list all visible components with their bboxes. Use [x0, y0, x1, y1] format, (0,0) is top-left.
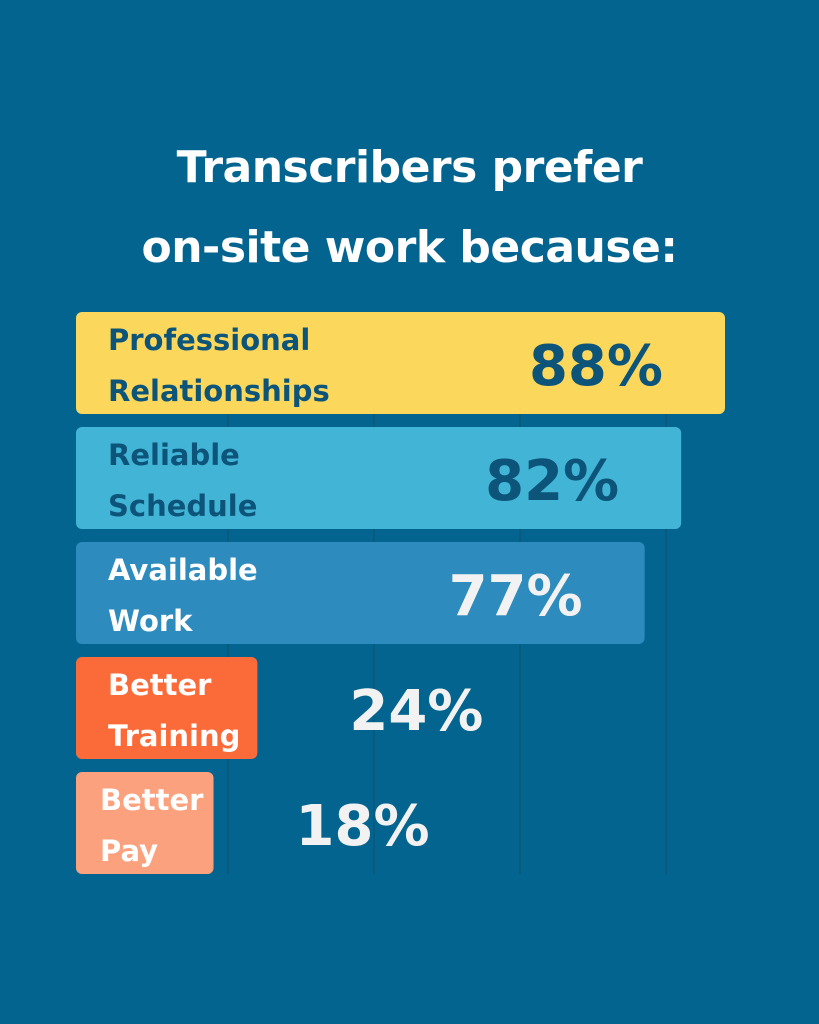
- value-label-2: 82%: [485, 449, 619, 514]
- value-label-3: 77%: [449, 564, 583, 629]
- value-label-1: 88%: [529, 334, 663, 399]
- value-label-5: 18%: [296, 794, 430, 859]
- value-label-4: 24%: [349, 679, 483, 744]
